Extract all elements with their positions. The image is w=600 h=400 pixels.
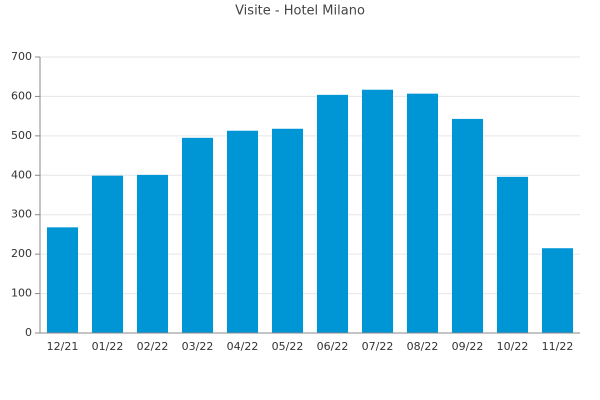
x-tick-label: 11/22: [542, 340, 574, 353]
x-tick-label: 06/22: [317, 340, 349, 353]
y-tick-label: 200: [11, 247, 32, 260]
x-tick-label: 10/22: [497, 340, 529, 353]
y-tick-label: 500: [11, 129, 32, 142]
y-tick-label: 0: [25, 326, 32, 339]
bar: [361, 89, 394, 334]
bar: [496, 176, 529, 333]
x-tick-label: 05/22: [272, 340, 304, 353]
bar: [46, 227, 79, 333]
x-tick-label: 04/22: [227, 340, 259, 353]
x-tick-label: 01/22: [92, 340, 124, 353]
x-tick-label: 12/21: [47, 340, 79, 353]
y-tick-label: 700: [11, 50, 32, 63]
y-tick-label: 100: [11, 287, 32, 300]
x-tick-label: 08/22: [407, 340, 439, 353]
bar: [316, 94, 349, 333]
bar: [136, 174, 169, 333]
bar: [541, 248, 574, 333]
bar: [451, 118, 484, 333]
bar: [226, 130, 259, 333]
y-tick-label: 600: [11, 89, 32, 102]
x-tick-label: 03/22: [182, 340, 214, 353]
x-tick-label: 02/22: [137, 340, 169, 353]
chart-title: Visite - Hotel Milano: [235, 4, 365, 19]
bar: [91, 175, 124, 333]
x-tick-label: 09/22: [452, 340, 484, 353]
y-tick-label: 400: [11, 168, 32, 181]
x-tick-label: 07/22: [362, 340, 394, 353]
bar: [406, 93, 439, 333]
bar: [181, 137, 214, 333]
bar: [271, 128, 304, 333]
y-tick-label: 300: [11, 208, 32, 221]
